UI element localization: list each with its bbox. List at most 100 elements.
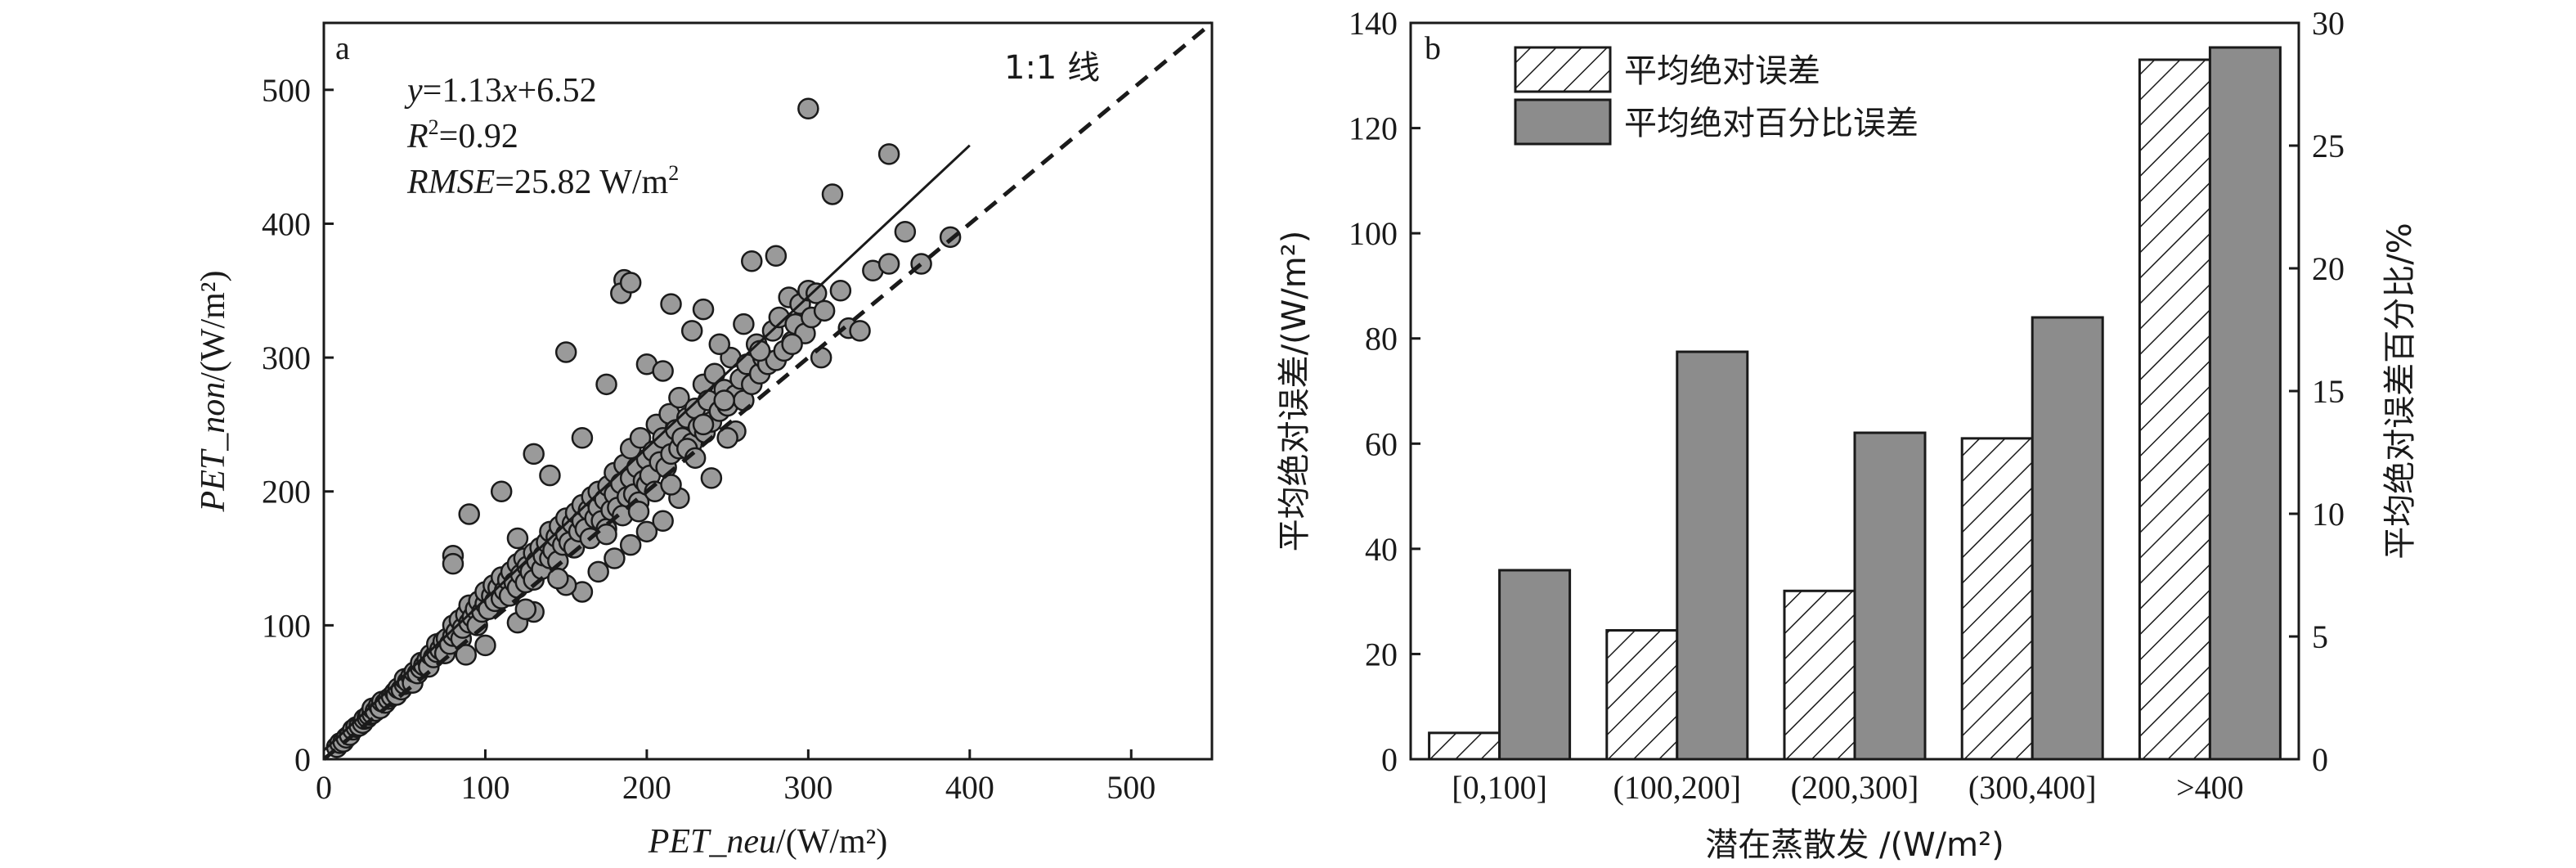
legend-label-mae: 平均绝对误差 [1624, 52, 1820, 90]
y-axis-ticks-a: 0 100 200 300 400 500 [262, 72, 334, 778]
scatter-point [660, 293, 682, 315]
scatter-point [821, 183, 844, 205]
legend-swatch-solid [1514, 98, 1612, 146]
y2-tick-label: 15 [2312, 373, 2345, 410]
scatter-point [547, 567, 569, 590]
bar-mae [2138, 58, 2211, 761]
legend: 平均绝对误差 平均绝对百分比误差 [1514, 46, 1919, 146]
scatter-point [797, 97, 819, 119]
y-axis-label-left-b: 平均绝对误差/(W/m²) [1276, 231, 1313, 552]
plot-frame-a [322, 21, 1214, 761]
y-axis-ticks-left-b: 0 20 40 60 80 100 120 140 [1349, 5, 1420, 778]
x-tick-label: 300 [783, 769, 832, 806]
scatter-point [708, 333, 731, 355]
scatter-point [629, 427, 652, 449]
scatter-point [748, 340, 771, 362]
y-tick-label: 0 [294, 741, 311, 778]
legend-swatch-hatch [1514, 46, 1612, 93]
scatter-point [660, 474, 682, 496]
scatter-point [523, 443, 545, 465]
x-category-label: [0,100] [1452, 769, 1547, 806]
r-squared: R2=0.92 [406, 115, 518, 155]
scatter-point [741, 250, 763, 272]
scatter-point [595, 523, 617, 546]
y-tick-label: 300 [262, 340, 311, 376]
bar-mae [1960, 437, 2034, 761]
scatter-point [813, 299, 836, 322]
y-tick-label: 100 [1349, 215, 1398, 252]
x-category-label: (200,300] [1791, 769, 1919, 806]
scatter-point [849, 320, 871, 342]
bar-mape [2208, 46, 2282, 761]
scatter-point [700, 467, 723, 489]
y-tick-label: 400 [262, 205, 311, 242]
y-tick-label: 80 [1365, 321, 1398, 358]
scatter-point [692, 298, 715, 321]
y-tick-label: 40 [1365, 531, 1398, 568]
bar-mae [1783, 589, 1856, 761]
scatter-point [514, 598, 537, 620]
y-tick-label: 60 [1365, 425, 1398, 462]
bar-panel-b: 0 20 40 60 80 100 120 140 0 5 10 15 20 25 30 [0,100] (… [1276, 5, 2419, 864]
bar-mape [2031, 316, 2104, 761]
scatter-point [571, 427, 594, 449]
y2-tick-label: 25 [2312, 128, 2345, 164]
x-tick-label: 100 [460, 769, 509, 806]
scatter-point [619, 272, 642, 294]
x-tick-label: 200 [622, 769, 671, 806]
x-category-label: (100,200] [1613, 769, 1741, 806]
x-category-label: (300,400] [1968, 769, 2097, 806]
y-tick-label: 0 [1381, 741, 1398, 778]
panel-label-b: b [1425, 29, 1441, 66]
y-axis-label-a: PET_non/(W/m²) [195, 271, 232, 513]
y-tick-label: 100 [262, 607, 311, 644]
panel-label-a: a [335, 29, 350, 66]
y2-tick-label: 20 [2312, 250, 2345, 287]
y2-tick-label: 30 [2312, 5, 2345, 42]
scatter-point [765, 245, 788, 267]
x-axis-ticks-a: 0 100 200 300 400 500 [316, 749, 1156, 806]
scatter-point [490, 480, 513, 502]
scatter-point [635, 520, 658, 543]
scatter-point [668, 386, 690, 409]
scatter-point [587, 560, 609, 583]
y-axis-label-right-b: 平均绝对误差百分比/% [2381, 223, 2419, 559]
scatter-point [680, 320, 703, 342]
x-tick-label: 500 [1106, 769, 1156, 806]
x-axis-label-b: 潜在蒸散发 /(W/m²) [1705, 826, 2004, 864]
scatter-point [442, 552, 464, 575]
scatter-point [595, 373, 617, 396]
y-tick-label: 140 [1349, 5, 1398, 42]
y-tick-label: 20 [1365, 636, 1398, 672]
x-tick-label: 0 [316, 769, 332, 806]
rmse: RMSE=25.82 W/m2 [406, 161, 679, 201]
x-axis-label-a: PET_neu/(W/m²) [648, 823, 888, 861]
regression-line [322, 144, 971, 752]
x-category-label: >400 [2176, 769, 2244, 806]
bar-mae [1605, 629, 1679, 761]
scatter-point [829, 280, 852, 302]
y2-tick-label: 0 [2312, 741, 2328, 778]
bar-mape [1498, 569, 1572, 761]
scatter-point [458, 503, 480, 525]
scatter-point [652, 510, 674, 532]
y-tick-label: 120 [1349, 110, 1398, 147]
scatter-point [733, 313, 755, 335]
scatter-point [713, 389, 735, 412]
y2-tick-label: 5 [2312, 618, 2328, 655]
one-to-one-line [322, 21, 1214, 761]
scatter-point [455, 644, 478, 666]
scatter-point [692, 413, 715, 436]
y-tick-label: 500 [262, 72, 311, 109]
scatter-point [474, 634, 496, 657]
y-axis-ticks-right-b: 0 5 10 15 20 25 30 [2289, 5, 2345, 778]
scatter-point [539, 464, 561, 487]
scatter-point [894, 221, 917, 243]
scatter-point [554, 341, 577, 363]
scatter-point [652, 360, 674, 382]
scatter-point [627, 501, 650, 523]
scatter-point [877, 253, 900, 275]
scatter-point [716, 427, 738, 449]
regression-equation: y=1.13x+6.52 [404, 72, 597, 110]
